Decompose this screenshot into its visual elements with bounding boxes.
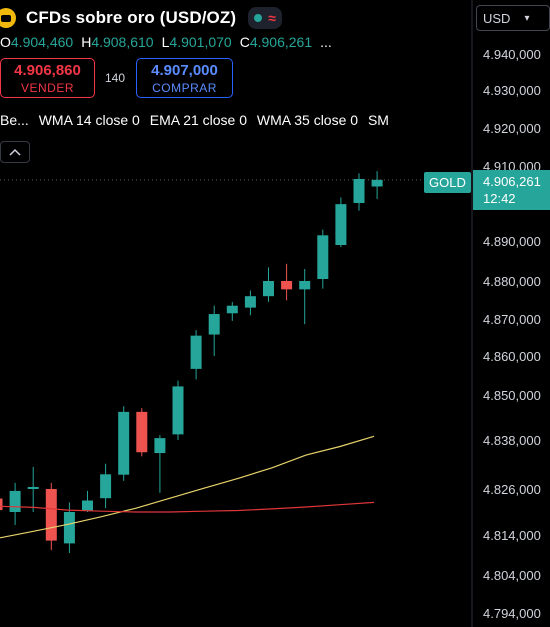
y-tick-label: 4.860,000 — [483, 349, 541, 364]
sell-button[interactable]: 4.906,860 VENDER — [0, 58, 95, 98]
y-tick-label: 4.930,000 — [483, 83, 541, 98]
candle-body — [335, 204, 347, 245]
buy-button[interactable]: 4.907,000 COMPRAR — [136, 58, 233, 98]
candle-body — [118, 411, 130, 475]
chevron-down-icon: ▾ — [524, 12, 530, 24]
candle-body — [136, 411, 148, 453]
ohlc-more[interactable]: ... — [320, 34, 332, 50]
buy-price: 4.907,000 — [151, 61, 218, 79]
sell-label: VENDER — [20, 80, 74, 95]
ohlc-low: L4.901,070 — [161, 34, 232, 50]
buy-label: COMPRAR — [152, 80, 217, 95]
candle-body — [353, 178, 365, 203]
chevron-up-icon — [9, 148, 21, 156]
symbol-price-tag: GOLD — [424, 172, 471, 193]
spread-value: 140 — [105, 71, 126, 85]
last-price-label: 4.906,261 12:42 — [473, 170, 550, 210]
ohlc-open: O4.904,460 — [0, 34, 74, 50]
y-tick-label: 4.838,000 — [483, 433, 541, 448]
indicator-item[interactable]: Be... — [0, 112, 29, 128]
candle-body — [63, 512, 75, 544]
candle-body — [82, 500, 93, 511]
wma14-line — [0, 435, 375, 539]
y-tick-label: 4.826,000 — [483, 482, 541, 497]
candle-body — [281, 281, 293, 290]
candle-body — [9, 490, 21, 512]
indicator-item[interactable]: SM — [367, 112, 389, 128]
currency-select[interactable]: USD ▾ — [476, 5, 550, 31]
last-price-value: 4.906,261 — [483, 174, 541, 189]
sell-price: 4.906,860 — [14, 61, 81, 79]
candle-body — [27, 486, 39, 489]
candle-body — [299, 281, 311, 290]
ohlc-close: C4.906,261 — [239, 34, 313, 50]
candle-body — [0, 498, 3, 511]
bar-countdown: 12:42 — [483, 191, 516, 206]
indicators-legend: Be... WMA 14 close 0 EMA 21 close 0 WMA … — [0, 112, 398, 128]
candle-body — [208, 314, 220, 335]
indicator-item[interactable]: EMA 21 close 0 — [149, 112, 248, 128]
candle-body — [190, 335, 202, 369]
symbol-title[interactable]: CFDs sobre oro (USD/OZ) — [26, 8, 237, 27]
y-tick-label: 4.850,000 — [483, 388, 541, 403]
candle-body — [172, 386, 184, 435]
y-tick-label: 4.920,000 — [483, 121, 541, 136]
candle-body — [226, 305, 238, 314]
ema21-line — [0, 501, 375, 513]
y-tick-label: 4.890,000 — [483, 234, 541, 249]
candle-body — [263, 281, 274, 297]
y-tick-label: 4.814,000 — [483, 528, 541, 543]
candle-body — [371, 179, 383, 187]
ohlc-values: O4.904,460 H4.908,610 L4.901,070 C4.906,… — [0, 34, 332, 50]
candle-body — [45, 489, 57, 541]
wave-icon: ≈ — [268, 10, 276, 26]
candle-body — [317, 235, 329, 279]
candle-body — [244, 296, 256, 308]
indicator-item[interactable]: WMA 35 close 0 — [256, 112, 359, 128]
market-status[interactable]: ≈ — [248, 7, 282, 29]
symbol-header: CFDs sobre oro (USD/OZ) ≈ — [0, 6, 282, 30]
gold-icon[interactable] — [0, 8, 16, 28]
y-tick-label: 4.794,000 — [483, 606, 541, 621]
y-tick-label: 4.804,000 — [483, 568, 541, 583]
indicator-item[interactable]: WMA 14 close 0 — [38, 112, 140, 128]
candle-body — [154, 438, 166, 454]
price-axis: 4.940,0004.930,0004.920,0004.910,0004.90… — [471, 0, 541, 627]
collapse-legend-button[interactable] — [0, 141, 30, 163]
y-tick-label: 4.880,000 — [483, 274, 541, 289]
candle-bodies — [0, 178, 383, 544]
candle-body — [100, 474, 112, 499]
market-open-dot-icon — [254, 14, 263, 22]
ohlc-high: H4.908,610 — [81, 34, 154, 50]
y-tick-label: 4.940,000 — [483, 47, 541, 62]
currency-value: USD — [483, 10, 511, 26]
y-tick-label: 4.870,000 — [483, 312, 541, 327]
